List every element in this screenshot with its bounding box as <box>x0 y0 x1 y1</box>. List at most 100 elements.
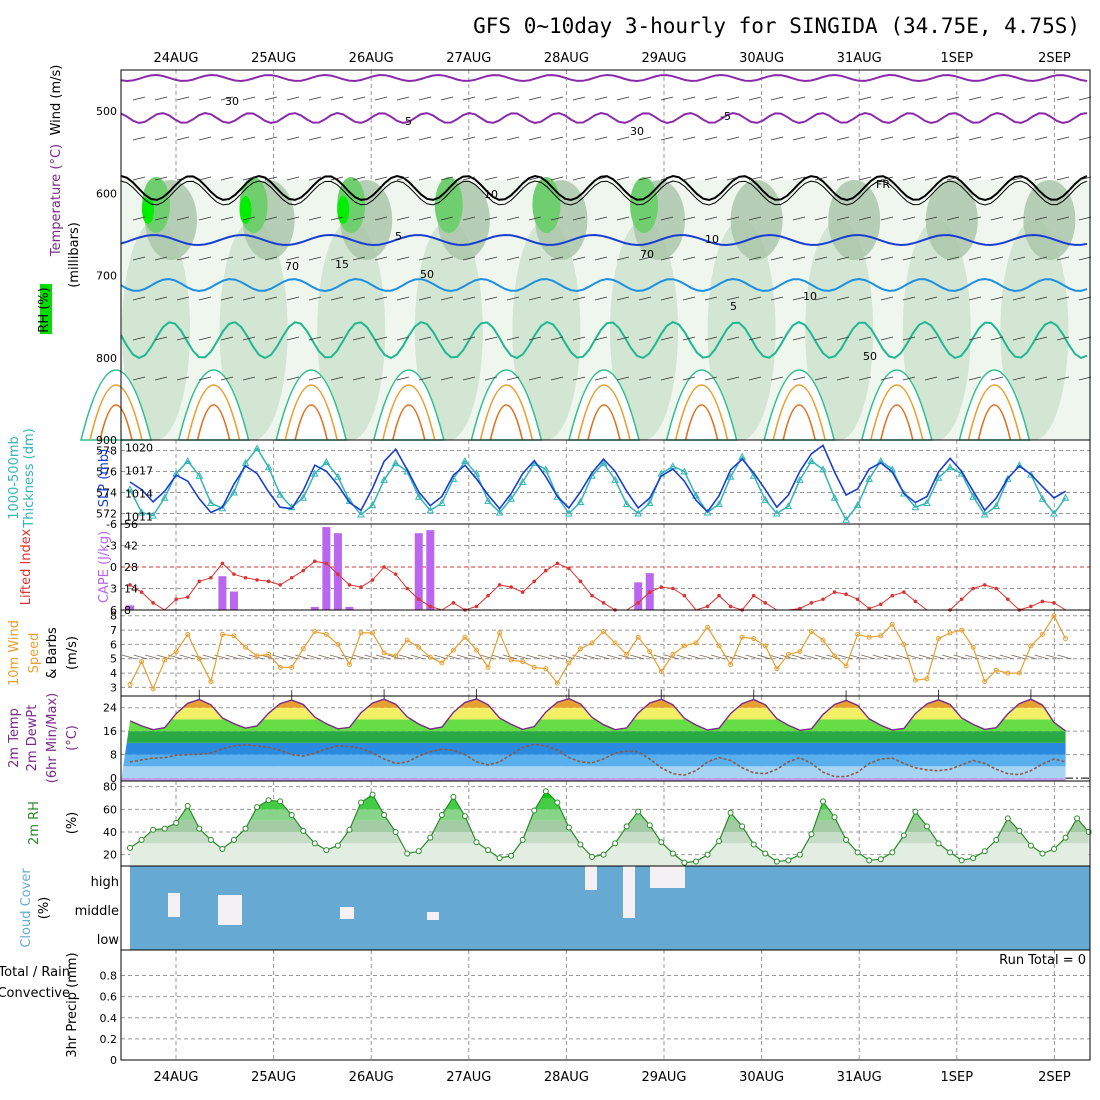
wind-speed-point <box>346 661 352 667</box>
wind-barb <box>814 216 828 221</box>
rh-point <box>311 840 318 847</box>
wind-barb <box>330 296 344 301</box>
thickness-point <box>692 491 700 499</box>
lifted-index-point <box>532 579 537 584</box>
lifted-index-point <box>243 575 248 580</box>
lifted-index-point <box>832 590 837 594</box>
rh-shade-region <box>707 220 776 440</box>
wind-barb <box>770 96 784 101</box>
wind-barb <box>308 176 322 181</box>
cape-bar <box>414 533 423 610</box>
wind-barb <box>198 96 212 101</box>
wind-barb <box>726 376 740 381</box>
wind-barb <box>953 654 968 660</box>
wind-barb <box>154 376 168 381</box>
wind-barb <box>374 376 388 381</box>
thickness-point <box>680 467 689 475</box>
rh-point <box>196 825 203 832</box>
wind-speed-point <box>150 686 156 692</box>
lifted-index-point <box>139 590 144 594</box>
wind-barb <box>924 296 938 301</box>
wind-barb <box>1011 654 1026 660</box>
wind-barb <box>396 216 410 221</box>
rh-point <box>993 836 1000 843</box>
wind-speed-point <box>878 633 884 639</box>
date-label-top: 26AUG <box>349 51 394 66</box>
slp-tick-label: 1020 <box>125 442 153 455</box>
wind-barb <box>946 96 960 101</box>
lifted-index-point <box>751 593 756 598</box>
wind-barb <box>594 256 608 261</box>
wind-barb <box>968 136 982 141</box>
cloud-level-label: middle <box>75 904 119 919</box>
wind-barb <box>306 654 321 660</box>
wind-barb <box>220 176 234 181</box>
wind-barb <box>880 136 894 141</box>
wind-barb <box>440 176 454 181</box>
wind-barb <box>330 136 344 141</box>
wind-barb <box>861 654 876 660</box>
wind-barb <box>836 256 850 261</box>
contour-value-label: 10 <box>705 233 719 246</box>
wind-barb <box>330 96 344 101</box>
wind-barb <box>660 256 674 261</box>
wind-speed-point <box>554 680 560 686</box>
wind-barb <box>968 216 982 221</box>
lifted-index-point <box>878 602 883 607</box>
thickness-point <box>992 502 1001 510</box>
rh-shade-region <box>122 220 190 440</box>
wind-barb <box>154 136 168 141</box>
wind-barb <box>660 216 674 221</box>
lifted-index-point <box>185 595 190 599</box>
wind-barb <box>198 336 212 341</box>
wind-barb <box>176 296 190 301</box>
wind-barb <box>745 654 760 660</box>
wind-barb <box>308 376 322 381</box>
lifted-index-point <box>867 606 871 611</box>
wind-speed-point <box>439 660 445 666</box>
wind-barb <box>484 336 498 341</box>
lifted-index-point <box>220 561 225 566</box>
rh-point <box>727 809 734 816</box>
wind-barb <box>572 376 586 381</box>
wind-barb <box>144 654 160 660</box>
wind-barb <box>814 256 828 261</box>
wind-barb <box>198 376 212 381</box>
cape-tick-label: 28 <box>124 561 138 574</box>
wind-barb <box>1078 216 1092 221</box>
rh-point <box>381 812 388 818</box>
thickness-point <box>969 492 977 500</box>
lifted-index-point <box>486 593 490 598</box>
wind-barb <box>1056 216 1070 221</box>
wind-barb <box>1078 376 1092 381</box>
wind-barb <box>616 376 630 381</box>
wind-barb <box>374 96 388 101</box>
wind-speed-point <box>728 661 734 667</box>
wind-speed-point <box>497 630 503 636</box>
thickness-point <box>253 444 261 452</box>
lifted-index-point <box>382 565 386 569</box>
rh-point <box>635 808 642 815</box>
temperature-contour <box>392 404 426 441</box>
lifted-index-point <box>151 601 155 605</box>
wind-barb <box>528 256 542 261</box>
temp-color-band <box>121 766 1066 779</box>
cape-bar <box>322 527 331 610</box>
wind-barb <box>220 336 234 341</box>
thickness-point <box>160 493 169 501</box>
rh-point <box>207 836 214 843</box>
wind-barb <box>902 376 916 381</box>
wind-barb <box>682 216 696 221</box>
wind-barb <box>286 216 300 221</box>
rh2m-label: 2m RH <box>27 801 42 845</box>
wind-barb <box>308 216 322 221</box>
contour-value-label: 70 <box>285 260 299 273</box>
wind-barb <box>462 96 476 101</box>
rh-point <box>173 819 180 826</box>
precip-unit-label: 3hr Precip (mm) <box>65 952 80 1057</box>
wind-barb <box>528 176 542 181</box>
wind-barb <box>286 136 300 141</box>
rh-point <box>877 856 884 863</box>
rh-shade-region <box>142 196 154 224</box>
wind-barb <box>202 654 217 660</box>
